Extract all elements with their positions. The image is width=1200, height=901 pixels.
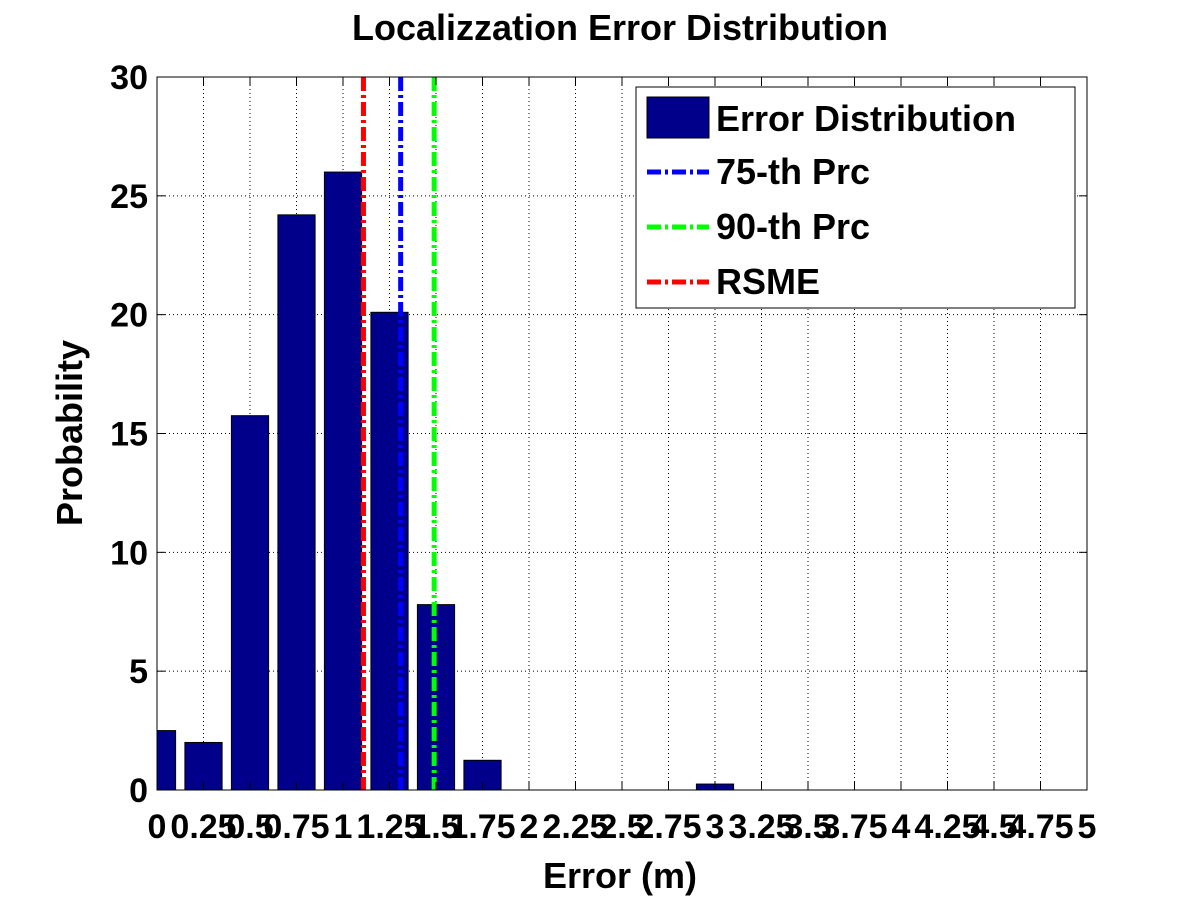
x-tick-label: 3.25 (728, 808, 794, 846)
x-tick-label: 4.75 (1007, 808, 1073, 846)
histogram-bar (277, 214, 316, 790)
histogram-bar (323, 171, 363, 790)
x-tick-label: 2 (520, 808, 539, 846)
y-tick-label: 5 (129, 653, 148, 691)
legend-label: RSME (716, 261, 820, 302)
x-tick-label: 3.5 (784, 808, 831, 846)
x-tick-label: 0 (148, 808, 167, 846)
y-tick-label: 0 (129, 772, 148, 810)
chart-title: Localizzation Error Distribution (352, 7, 888, 48)
y-tick-label: 25 (110, 178, 148, 216)
x-tick-label: 3 (706, 808, 725, 846)
x-tick-label: 2.5 (598, 808, 645, 846)
y-tick-label: 30 (110, 59, 148, 97)
x-tick-label: 0.25 (170, 808, 236, 846)
legend-label: 75-th Prc (716, 151, 870, 192)
x-tick-label: 2.75 (635, 808, 701, 846)
x-tick-label: 4.25 (914, 808, 980, 846)
x-tick-label: 0.75 (263, 808, 329, 846)
x-tick-label: 3.75 (821, 808, 887, 846)
x-tick-label: 4.5 (970, 808, 1017, 846)
y-tick-label: 20 (110, 297, 148, 335)
legend-label: 90-th Prc (716, 206, 870, 247)
x-tick-label: 1.5 (412, 808, 459, 846)
bars (157, 171, 735, 790)
y-tick-label: 15 (110, 416, 148, 454)
histogram-bar (230, 415, 270, 790)
x-tick-label: 5 (1078, 808, 1097, 846)
x-tick-label: 1.25 (356, 808, 422, 846)
x-axis-label: Error (m) (543, 855, 697, 896)
x-tick-label: 1 (334, 808, 353, 846)
legend: Error Distribution 75-th Prc 90-th Prc RSME (635, 86, 1076, 309)
y-tick-label: 10 (110, 534, 148, 572)
x-tick-label: 0.5 (226, 808, 273, 846)
legend-swatch-bar (646, 96, 710, 139)
x-tick-label: 2.25 (542, 808, 608, 846)
x-tick-label: 1.75 (449, 808, 515, 846)
histogram-bar (157, 730, 177, 790)
y-axis-label: Probability (49, 340, 90, 526)
legend-label: Error Distribution (716, 98, 1016, 139)
x-tick-label: 4 (892, 808, 911, 846)
